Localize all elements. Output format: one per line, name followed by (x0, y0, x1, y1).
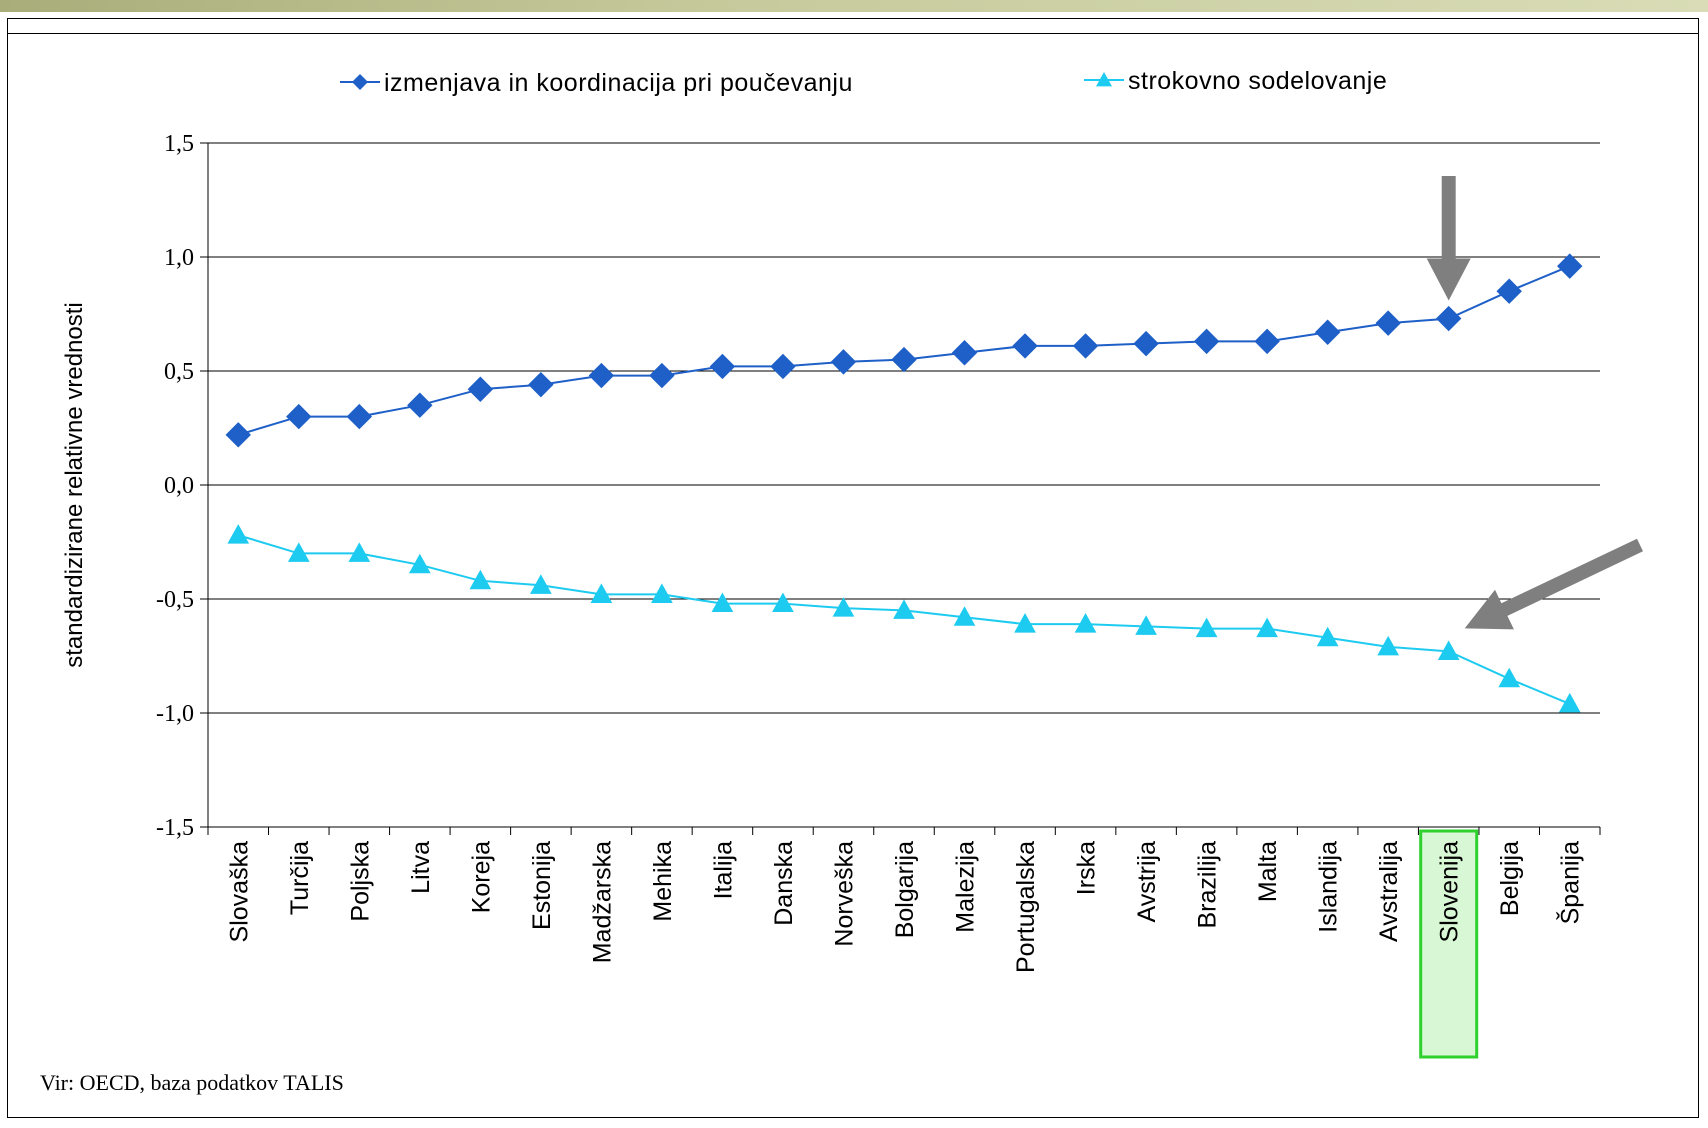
data-point-triangle (1437, 640, 1460, 660)
data-point-triangle (1558, 692, 1581, 713)
data-point-triangle (651, 583, 673, 603)
data-point-diamond (1314, 319, 1341, 345)
data-point-triangle (772, 592, 794, 613)
legend-marker-triangle (1096, 72, 1112, 87)
x-tick-label: Malta (1254, 841, 1282, 902)
data-point-diamond (891, 346, 917, 373)
y-tick-label: 1,0 (164, 245, 194, 271)
data-point-triangle (530, 574, 552, 594)
series-line (238, 534, 1571, 705)
chart-frame (7, 18, 1699, 1118)
x-tick-label: Irska (1073, 841, 1101, 895)
data-point-triangle (832, 597, 855, 617)
y-tick-label: 0,5 (164, 359, 194, 385)
x-tick-label: Belgija (1496, 841, 1524, 916)
x-tick-label: Danska (770, 841, 798, 926)
data-point-diamond (649, 362, 675, 389)
x-tick-label: Turčija (286, 841, 314, 915)
data-point-diamond (830, 349, 857, 375)
arrow-diagonal-shape (1464, 538, 1643, 630)
x-tick-label: Madžarska (588, 841, 616, 963)
x-tick-label: Malezija (952, 841, 980, 933)
data-point-diamond (951, 340, 978, 366)
x-tick-label: Avstrija (1133, 841, 1161, 923)
data-point-diamond (1072, 333, 1099, 359)
slide-top-band (0, 0, 1708, 12)
data-point-triangle (287, 542, 310, 562)
data-point-triangle (1316, 626, 1339, 647)
data-point-diamond (467, 376, 494, 402)
data-point-diamond (1557, 253, 1583, 279)
data-point-diamond (1012, 333, 1038, 359)
legend-marker-diamond (352, 74, 368, 90)
data-point-diamond (709, 353, 736, 380)
legend-label: strokovno sodelovanje (1128, 67, 1387, 95)
data-point-diamond (1435, 305, 1462, 332)
data-point-diamond (407, 392, 433, 418)
y-tick-label: -1,0 (156, 701, 194, 727)
data-point-triangle (711, 592, 734, 613)
x-tick-label: Estonija (528, 841, 556, 930)
y-tick-label: -1,5 (156, 815, 194, 841)
frame-divider (8, 33, 1698, 34)
data-point-diamond (1254, 328, 1280, 355)
data-point-diamond (588, 362, 615, 389)
x-tick-label: Bolgarija (891, 841, 919, 938)
data-point-triangle (1498, 667, 1521, 688)
data-point-diamond (1133, 330, 1159, 357)
data-point-diamond (528, 371, 554, 398)
data-point-diamond (770, 353, 796, 380)
x-tick-label: Norveška (830, 841, 858, 947)
x-tick-label: Brazilija (1194, 841, 1222, 929)
y-tick-label: -0,5 (156, 587, 194, 613)
data-point-diamond (1496, 278, 1522, 304)
data-point-triangle (953, 606, 976, 626)
data-point-triangle (348, 542, 371, 562)
x-tick-label: Litva (407, 841, 435, 894)
x-tick-label: Mehika (649, 841, 677, 922)
data-point-triangle (1074, 613, 1097, 633)
data-point-triangle (408, 553, 431, 574)
x-tick-label: Španija (1556, 841, 1585, 924)
data-point-diamond (346, 403, 373, 430)
x-tick-label: Slovaška (225, 841, 253, 943)
x-tick-label: Portugalska (1012, 841, 1040, 973)
x-tick-label: Koreja (467, 841, 495, 913)
data-point-triangle (227, 524, 250, 544)
x-tick-label: Poljska (346, 841, 374, 922)
data-point-diamond (225, 422, 251, 448)
data-point-triangle (1195, 617, 1218, 638)
data-point-diamond (1375, 310, 1401, 336)
x-tick-label: Italija (709, 841, 737, 899)
x-tick-label: Slovenija (1436, 841, 1464, 943)
highlight-box (1419, 829, 1479, 1059)
data-point-diamond (1193, 328, 1220, 355)
source-note: Vir: OECD, baza podatkov TALIS (40, 1070, 344, 1095)
data-point-diamond (286, 403, 312, 430)
arrow-down-shape (1426, 176, 1471, 301)
data-point-triangle (893, 599, 915, 619)
data-point-triangle (1377, 635, 1400, 656)
data-point-triangle (590, 583, 613, 603)
data-point-triangle (1014, 613, 1036, 633)
y-tick-label: 0,0 (164, 473, 194, 499)
data-point-triangle (1256, 617, 1278, 638)
y-tick-label: 1,5 (164, 131, 194, 157)
legend-label: izmenjava in koordinacija pri poučevanju (384, 69, 853, 97)
x-tick-label: Islandija (1315, 841, 1343, 933)
y-axis-title: standardizirane relativne vrednosti (61, 302, 88, 668)
x-tick-label: Avstralija (1375, 841, 1403, 942)
data-point-triangle (469, 569, 492, 590)
data-point-triangle (1135, 615, 1157, 635)
